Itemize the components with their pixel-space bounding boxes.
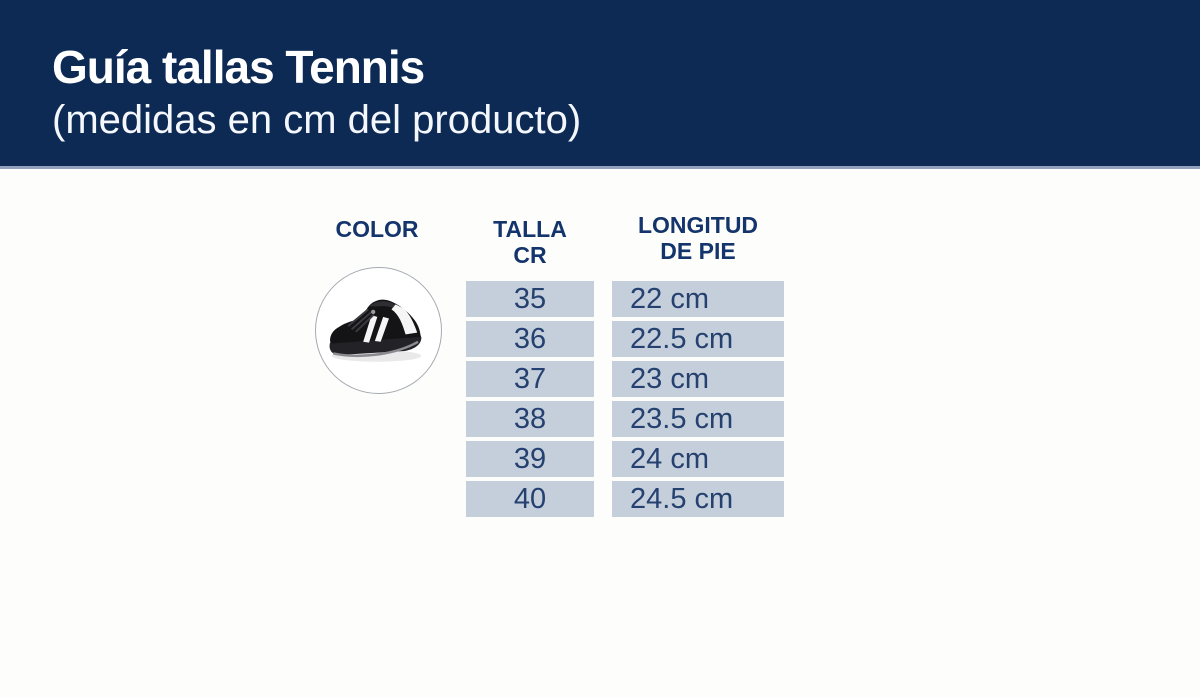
- column-header-color: COLOR: [317, 216, 437, 242]
- longitud-cell: 23.5 cm: [612, 401, 784, 437]
- talla-cell: 37: [466, 361, 594, 397]
- table-row: 35 22 cm: [466, 281, 784, 317]
- product-photo-circle: [315, 267, 442, 394]
- talla-cell: 35: [466, 281, 594, 317]
- sneaker-eyelet: [370, 309, 375, 314]
- longitud-cell: 22 cm: [612, 281, 784, 317]
- longitud-cell: 23 cm: [612, 361, 784, 397]
- sneaker-heel-patch: [390, 303, 417, 334]
- table-row: 36 22.5 cm: [466, 321, 784, 357]
- table-row: 37 23 cm: [466, 361, 784, 397]
- column-header-longitud-line2: DE PIE: [660, 238, 736, 264]
- sneaker-collar: [368, 300, 404, 312]
- table-row: 38 23.5 cm: [466, 401, 784, 437]
- table-row: 39 24 cm: [466, 441, 784, 477]
- column-header-talla-line2: CR: [513, 242, 547, 268]
- column-header-talla: TALLA CR: [466, 216, 594, 268]
- header-band: Guía tallas Tennis (medidas en cm del pr…: [0, 0, 1200, 169]
- column-header-longitud: LONGITUD DE PIE: [612, 212, 784, 264]
- column-header-color-label: COLOR: [335, 216, 419, 242]
- sneaker-image: [329, 299, 421, 362]
- talla-cell: 38: [466, 401, 594, 437]
- sneaker-sole-tread: [332, 340, 419, 357]
- talla-cell: 36: [466, 321, 594, 357]
- page-subtitle: (medidas en cm del producto): [52, 98, 582, 142]
- longitud-cell: 22.5 cm: [612, 321, 784, 357]
- longitud-cell: 24.5 cm: [612, 481, 784, 517]
- page-title: Guía tallas Tennis: [52, 41, 425, 93]
- sneaker-stripe-1: [362, 314, 377, 343]
- longitud-cell: 24 cm: [612, 441, 784, 477]
- talla-cell: 39: [466, 441, 594, 477]
- size-rows: 35 22 cm 36 22.5 cm 37 23 cm 38 23.5 cm …: [466, 281, 784, 517]
- talla-cell: 40: [466, 481, 594, 517]
- table-row: 40 24.5 cm: [466, 481, 784, 517]
- column-header-talla-line1: TALLA: [493, 216, 567, 242]
- column-header-longitud-line1: LONGITUD: [637, 212, 759, 238]
- sneaker-laces: [347, 308, 375, 333]
- sneaker-stripe-2: [374, 316, 389, 342]
